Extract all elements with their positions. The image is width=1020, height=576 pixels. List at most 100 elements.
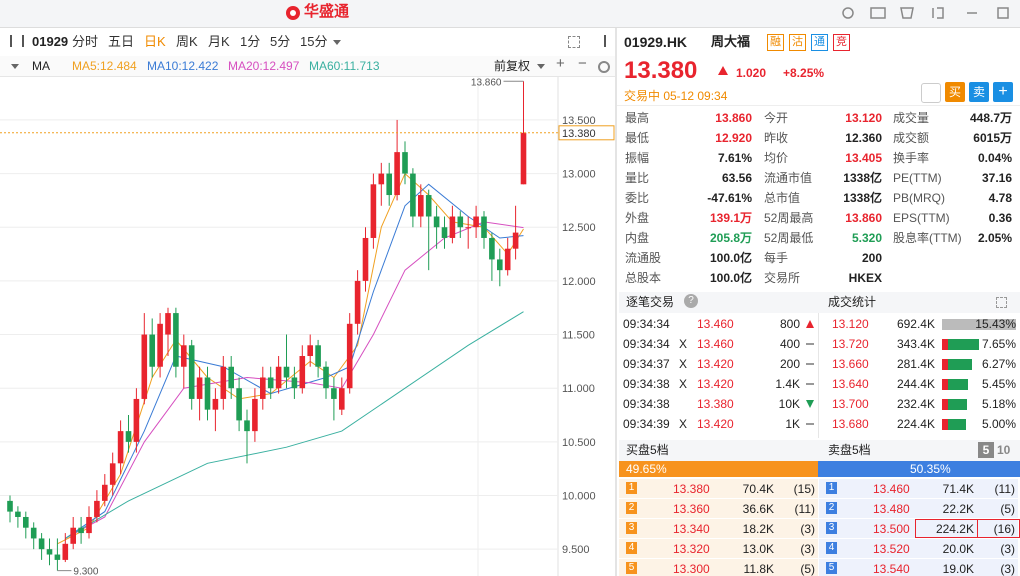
period-tab[interactable]: 日K	[144, 34, 166, 49]
add-btn[interactable]: +	[993, 82, 1013, 102]
stat-value: 0.04%	[977, 151, 1012, 165]
candle-body	[157, 323, 163, 367]
vstats-expand[interactable]	[996, 297, 1007, 308]
y-tick-label: 12.500	[562, 222, 596, 234]
stat-value: 205.8万	[709, 231, 752, 245]
candle-body	[244, 420, 250, 432]
buy-btn[interactable]: 买	[945, 82, 965, 102]
candle-body	[410, 173, 416, 217]
period-tab[interactable]: 分时	[72, 34, 99, 49]
alert-btn[interactable]	[921, 83, 941, 103]
candle-body	[30, 527, 37, 539]
candle-body	[236, 388, 242, 421]
candle-body	[425, 195, 432, 217]
bid-ratio-bar	[619, 461, 819, 477]
trade-price: 13.460	[697, 317, 734, 331]
book-volume: 18.2K	[742, 522, 774, 536]
window-controls[interactable]	[835, 4, 1015, 22]
candle-body	[173, 313, 179, 367]
candle-body	[260, 377, 266, 399]
trades-title: 逐笔交易	[626, 295, 675, 309]
candle-body	[86, 516, 92, 534]
stat-label: 流通股	[625, 251, 662, 265]
vstat-pct: 6.27%	[981, 357, 1016, 371]
vstat-price: 13.680	[832, 417, 869, 431]
book-row	[819, 539, 1018, 558]
sell-btn[interactable]: 卖	[969, 82, 989, 102]
sep	[617, 105, 1020, 106]
indicator-dropdown[interactable]	[11, 64, 19, 69]
status: 交易中 05-12 09:34	[624, 89, 728, 103]
book-count: (5)	[1000, 502, 1015, 516]
book-row	[819, 519, 1018, 538]
ask-title: 卖盘5档	[828, 443, 871, 457]
book-price: 13.520	[873, 542, 910, 556]
vstat-pct: 15.43%	[975, 317, 1016, 331]
expand-icon[interactable]	[568, 36, 580, 48]
ma-line	[65, 183, 524, 539]
stat-value: 2.05%	[977, 231, 1012, 245]
period-tab[interactable]: 15分	[300, 34, 328, 49]
ma-legend: MA5:12.484	[72, 59, 137, 73]
chart-toggle-icon[interactable]	[10, 35, 24, 47]
candle-body	[386, 173, 392, 196]
candle-body	[354, 280, 361, 324]
up-arrow	[718, 66, 728, 75]
candle-body	[449, 216, 456, 238]
vstat-bar	[942, 339, 979, 350]
collapse-icon[interactable]	[594, 35, 606, 47]
candle-body	[378, 173, 385, 185]
depth-10[interactable]: 10	[997, 443, 1011, 457]
adjust-dropdown[interactable]	[537, 64, 545, 69]
period-tab[interactable]: 月K	[208, 34, 230, 49]
stat-value: 1338亿	[843, 171, 882, 185]
candle-body	[78, 527, 84, 534]
ma-legend: MA60:11.713	[309, 59, 380, 73]
stat-value: -47.61%	[707, 191, 752, 205]
candle-body	[323, 366, 329, 389]
logo-icon	[286, 6, 300, 20]
stat-value: 139.1万	[709, 211, 752, 225]
period-tab[interactable]: 5分	[270, 34, 291, 49]
period-tab[interactable]: 五日	[108, 34, 135, 49]
low-label: 9.300	[73, 567, 98, 576]
adjust-select[interactable]: 前复权	[494, 59, 531, 73]
stat-label: 交易所	[764, 271, 801, 285]
ma-legend: MA10:12.422	[147, 59, 219, 73]
candle-body	[489, 237, 495, 260]
stat-value: 4.78	[988, 191, 1012, 205]
vstat-bar	[942, 419, 966, 430]
depth-5[interactable]: 5	[978, 442, 994, 458]
candle-body	[15, 511, 21, 517]
kline-chart: 13.500 13.000 12.500 12.000 11.500 11.000 10.5…	[0, 77, 615, 576]
candle-body	[394, 152, 400, 196]
section-bg	[619, 292, 1020, 313]
settings-icon[interactable]	[598, 61, 610, 73]
dir-flat	[806, 363, 814, 365]
divider	[615, 28, 617, 576]
period-tab[interactable]: 周K	[176, 34, 198, 49]
axis-bg	[558, 77, 615, 576]
candle-body	[109, 463, 116, 485]
level: 2	[826, 502, 837, 514]
period-tab[interactable]: 1分	[240, 34, 261, 49]
stat-label: 均价	[764, 151, 789, 165]
trade-time: 09:34:38	[623, 397, 670, 411]
period-dropdown[interactable]	[333, 40, 341, 45]
change-pct: +8.25%	[783, 66, 825, 80]
trade-volume: 10K	[778, 397, 800, 411]
stat-label: 振幅	[625, 151, 650, 165]
candle-body	[331, 388, 337, 399]
book-count: (3)	[800, 522, 815, 536]
candle-body	[481, 216, 487, 238]
bid-ratio-label: 49.65%	[626, 462, 667, 476]
book-price: 13.300	[673, 562, 710, 576]
level: 4	[826, 542, 837, 554]
candle-body	[504, 248, 511, 271]
zoom-out[interactable]: −	[578, 55, 587, 72]
candle-body	[188, 345, 195, 399]
trade-price: 13.420	[697, 377, 734, 391]
zoom-in[interactable]: +	[556, 55, 565, 72]
trade-flag: X	[679, 417, 688, 431]
vstat-price: 13.700	[832, 397, 869, 411]
